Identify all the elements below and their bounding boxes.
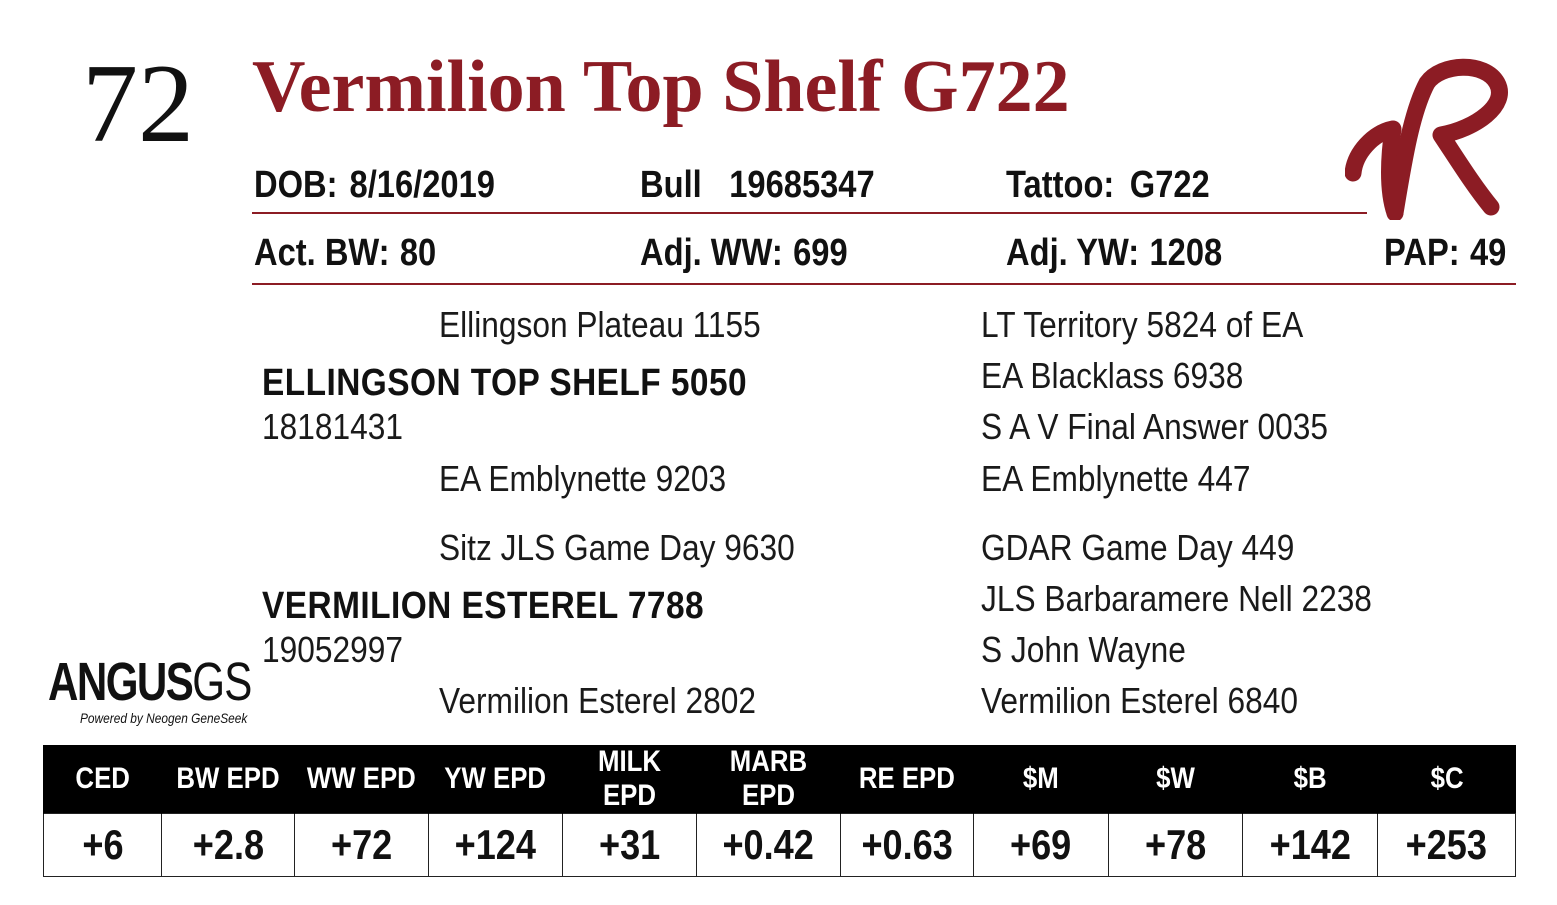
epd-header: WW EPD xyxy=(294,745,429,814)
epd-value: +6 xyxy=(43,813,162,877)
dam-name: VERMILION ESTEREL 7788 xyxy=(262,585,705,627)
epd-header: RE EPD xyxy=(840,745,974,814)
epd-value: +78 xyxy=(1108,813,1243,877)
epd-header: $W xyxy=(1108,745,1243,814)
epd-value-row: +6 +2.8 +72 +124 +31 +0.42 +0.63 +69 +78… xyxy=(43,813,1516,877)
brand-mark-icon xyxy=(1345,58,1508,220)
sire-dam-sire: S A V Final Answer 0035 xyxy=(981,406,1328,447)
sire-registration: 18181431 xyxy=(262,406,403,447)
epd-header: $M xyxy=(973,745,1109,814)
epd-header: CED xyxy=(43,745,162,814)
dob-value: 8/16/2019 xyxy=(349,164,495,206)
lot-number: 72 xyxy=(82,42,194,166)
epd-value: +253 xyxy=(1377,813,1516,877)
pap-value: 49 xyxy=(1469,232,1507,274)
epd-header: $B xyxy=(1242,745,1378,814)
sire-sire-dam: EA Blacklass 6938 xyxy=(981,355,1244,396)
epd-header: BW EPD xyxy=(161,745,295,814)
epd-value: +0.42 xyxy=(696,813,841,877)
epd-value: +31 xyxy=(562,813,697,877)
weaning-weight-label: Adj. WW: xyxy=(640,232,783,274)
tattoo-value: G722 xyxy=(1129,164,1210,206)
dam-registration: 19052997 xyxy=(262,629,403,670)
epd-header-row: CED BW EPD WW EPD YW EPD MILK EPD MARB E… xyxy=(43,745,1516,814)
epd-value: +69 xyxy=(973,813,1109,877)
epd-value: +72 xyxy=(294,813,429,877)
dam-dam-dam: Vermilion Esterel 6840 xyxy=(981,680,1298,721)
divider-line xyxy=(252,212,1367,214)
sire-sire-sire: LT Territory 5824 of EA xyxy=(981,304,1304,345)
birth-weight-label: Act. BW: xyxy=(254,232,390,274)
epd-header: YW EPD xyxy=(428,745,563,814)
logo-main-text: ANGUS xyxy=(48,652,194,712)
epd-header: MILK EPD xyxy=(562,745,697,814)
sire-dam: EA Emblynette 9203 xyxy=(439,458,727,499)
dam-sire-sire: GDAR Game Day 449 xyxy=(981,527,1295,568)
epd-header: MARB EPD xyxy=(696,745,841,814)
dam-sire-dam: JLS Barbaramere Nell 2238 xyxy=(981,578,1372,619)
sex-label: Bull xyxy=(640,164,702,206)
epd-value: +124 xyxy=(428,813,563,877)
sire-sire: Ellingson Plateau 1155 xyxy=(439,304,761,345)
yearling-weight-value: 1208 xyxy=(1149,232,1223,274)
epd-header: $C xyxy=(1377,745,1516,814)
dob-label: DOB: xyxy=(254,164,338,206)
epd-table: CED BW EPD WW EPD YW EPD MILK EPD MARB E… xyxy=(43,745,1516,877)
dam-sire: Sitz JLS Game Day 9630 xyxy=(439,527,795,568)
dam-dam-sire: S John Wayne xyxy=(981,629,1186,670)
logo-suffix-text: GS xyxy=(192,652,252,712)
angus-gs-logo: ANGUSGS Powered by Neogen GeneSeek xyxy=(48,655,309,725)
animal-name: Vermilion Top Shelf G722 xyxy=(252,46,1070,128)
epd-value: +0.63 xyxy=(840,813,974,877)
epd-value: +2.8 xyxy=(161,813,295,877)
pap-label: PAP: xyxy=(1384,232,1460,274)
divider-line xyxy=(252,283,1516,285)
sire-name: ELLINGSON TOP SHELF 5050 xyxy=(262,362,748,404)
info-row-2: Act. BW: 80 xyxy=(254,234,436,272)
sire-dam-dam: EA Emblynette 447 xyxy=(981,458,1251,499)
birth-weight-value: 80 xyxy=(399,232,437,274)
dam-dam: Vermilion Esterel 2802 xyxy=(439,680,756,721)
epd-value: +142 xyxy=(1242,813,1378,877)
yearling-weight-label: Adj. YW: xyxy=(1006,232,1140,274)
registration-number: 19685347 xyxy=(729,164,875,206)
weaning-weight-value: 699 xyxy=(793,232,848,274)
logo-subtitle: Powered by Neogen GeneSeek xyxy=(80,710,248,726)
info-row-1: DOB: 8/16/2019 xyxy=(254,166,495,204)
tattoo-label: Tattoo: xyxy=(1006,164,1115,206)
